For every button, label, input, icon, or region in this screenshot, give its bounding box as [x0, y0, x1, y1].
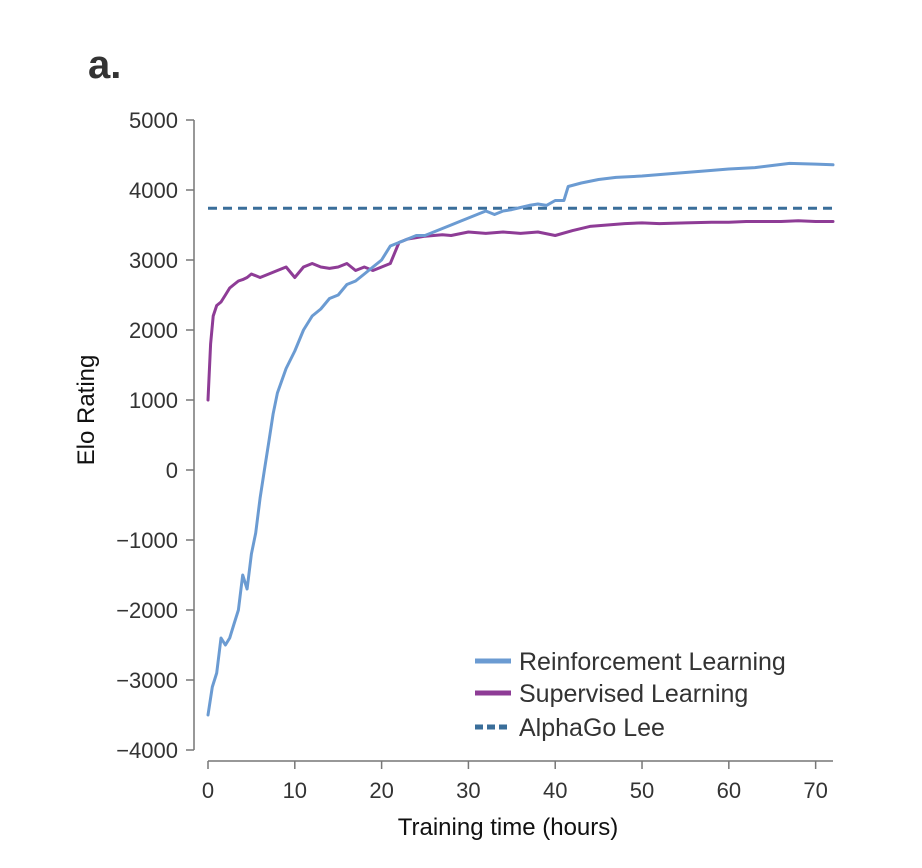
legend-label: AlphaGo Lee	[519, 714, 665, 742]
y-axis: −4000 −3000 −2000 −1000 0 1000 2000 3000 4000 500…	[116, 108, 195, 763]
y-axis-title: Elo Rating	[73, 355, 100, 466]
series-line-supervised-learning	[206, 219, 835, 402]
y-tick-label: 4000	[129, 178, 178, 203]
x-axis-title: Training time (hours)	[398, 814, 619, 841]
series-layer	[206, 161, 835, 717]
x-tick-label: 50	[630, 778, 654, 803]
legend-label: Supervised Learning	[519, 680, 748, 708]
y-tick-label: −3000	[116, 668, 178, 693]
y-tick-label: 0	[166, 458, 178, 483]
x-axis: 0 10 20 30 40 50 60 70	[202, 760, 833, 803]
y-tick-label: 2000	[129, 318, 178, 343]
x-tick-label: 0	[202, 778, 214, 803]
x-tick-label: 10	[283, 778, 307, 803]
y-tick-label: −2000	[116, 598, 178, 623]
legend-label: Reinforcement Learning	[519, 648, 786, 676]
y-tick-label: −1000	[116, 528, 178, 553]
x-tick-label: 30	[456, 778, 480, 803]
panel-label: a.	[88, 43, 121, 87]
x-tick-label: 70	[803, 778, 827, 803]
y-tick-label: 3000	[129, 248, 178, 273]
x-tick-label: 40	[543, 778, 567, 803]
series-line-reinforcement-learning	[206, 161, 835, 717]
y-tick-label: 1000	[129, 388, 178, 413]
x-tick-label: 20	[369, 778, 393, 803]
y-tick-label: 5000	[129, 108, 178, 133]
x-tick-label: 60	[717, 778, 741, 803]
y-tick-label: −4000	[116, 738, 178, 763]
legend: Reinforcement Learning Supervised Learnin…	[475, 648, 786, 742]
